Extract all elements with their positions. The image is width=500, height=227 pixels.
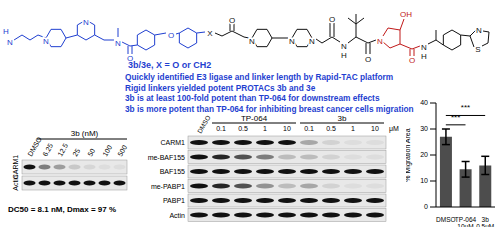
svg-text:100: 100 <box>101 144 113 158</box>
svg-text:μM: μM <box>389 125 399 133</box>
svg-text:O: O <box>329 15 335 24</box>
svg-text:N: N <box>249 37 255 46</box>
svg-text:CARM1: CARM1 <box>12 154 19 180</box>
svg-text:N: N <box>476 26 482 35</box>
svg-text:% Migration Area: % Migration Area <box>406 128 412 181</box>
svg-text:H: H <box>421 52 427 61</box>
svg-text:0: 0 <box>424 203 428 210</box>
svg-text:10: 10 <box>420 177 428 184</box>
svg-text:0.1: 0.1 <box>304 125 314 132</box>
svg-text:N: N <box>83 18 89 27</box>
svg-text:10: 10 <box>371 125 379 132</box>
svg-text:O: O <box>409 56 415 65</box>
svg-text:S: S <box>475 45 480 54</box>
svg-text:TP-064: TP-064 <box>241 114 268 123</box>
svg-text:500: 500 <box>116 144 128 158</box>
svg-text:N: N <box>421 43 427 52</box>
svg-text:Actin: Actin <box>169 212 185 219</box>
svg-text:me-BAF155: me-BAF155 <box>148 154 185 161</box>
svg-text:0.5: 0.5 <box>238 125 248 132</box>
svg-text:3b: 3b <box>338 114 347 123</box>
svg-text:PABP1: PABP1 <box>163 197 185 204</box>
svg-text:25: 25 <box>71 147 81 157</box>
svg-text:10: 10 <box>283 125 291 132</box>
svg-text:1: 1 <box>263 125 267 132</box>
svg-text:O: O <box>126 54 134 63</box>
svg-text:Actin: Actin <box>12 175 19 191</box>
svg-text:DMSO: DMSO <box>196 114 212 134</box>
svg-text:40: 40 <box>420 99 428 106</box>
svg-text:3b/3e, X = O or CH2: 3b/3e, X = O or CH2 <box>128 60 211 70</box>
svg-text:***: *** <box>451 113 460 122</box>
svg-text:3b (nM): 3b (nM) <box>71 129 99 138</box>
svg-text:50: 50 <box>86 147 96 157</box>
svg-text:DMSO: DMSO <box>26 135 43 158</box>
svg-text:N: N <box>289 37 295 46</box>
svg-text:N: N <box>8 38 13 47</box>
svg-text:Quickly identified E3 ligase a: Quickly identified E3 ligase and linker … <box>125 72 393 82</box>
svg-text:X: X <box>207 29 213 38</box>
svg-text:6.25: 6.25 <box>41 142 54 157</box>
svg-text:CARM1: CARM1 <box>160 139 185 146</box>
svg-text:H: H <box>341 51 347 60</box>
svg-text:N: N <box>341 42 347 51</box>
svg-text:me-PABP1: me-PABP1 <box>151 183 185 190</box>
svg-text:BAF155: BAF155 <box>160 168 185 175</box>
svg-text:N: N <box>115 39 121 48</box>
svg-text:***: *** <box>461 103 470 112</box>
svg-text:N: N <box>377 37 383 46</box>
svg-text:OH: OH <box>400 10 412 19</box>
svg-text:0.5: 0.5 <box>326 125 336 132</box>
svg-text:30: 30 <box>420 125 428 132</box>
svg-text:DC50 = 8.1 nM, Dmax = 97 %: DC50 = 8.1 nM, Dmax = 97 % <box>8 205 116 214</box>
svg-text:O: O <box>229 16 235 25</box>
svg-text:12.5: 12.5 <box>56 142 69 157</box>
svg-text:3b is more potent than TP-064: 3b is more potent than TP-064 for inhibi… <box>125 104 414 114</box>
svg-text:DMSO: DMSO <box>436 216 456 223</box>
svg-text:Rigid linkers yielded potent P: Rigid linkers yielded potent PROTACs 3b … <box>125 83 316 93</box>
svg-text:N: N <box>309 37 315 46</box>
svg-text:O: O <box>168 31 174 40</box>
svg-text:H: H <box>8 27 9 36</box>
svg-text:0.1: 0.1 <box>216 125 226 132</box>
svg-text:3b0.5uM: 3b0.5uM <box>476 216 492 227</box>
svg-text:TP-06410uM: TP-06410uM <box>455 216 477 227</box>
svg-text:20: 20 <box>420 151 428 158</box>
svg-text:N: N <box>43 37 49 46</box>
svg-text:1: 1 <box>351 125 355 132</box>
svg-text:3b is at least 100-fold potent: 3b is at least 100-fold potent than TP-0… <box>125 93 380 103</box>
svg-text:O: O <box>365 55 371 64</box>
